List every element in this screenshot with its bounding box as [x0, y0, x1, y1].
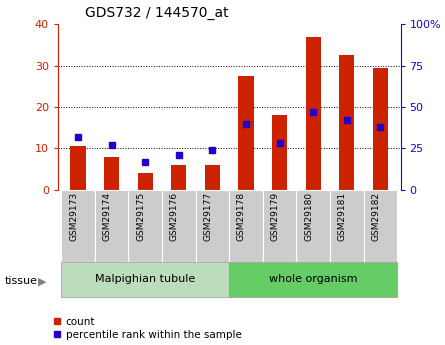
Bar	[171, 165, 186, 190]
Text: GSM29177: GSM29177	[203, 192, 212, 241]
Bar	[162, 190, 196, 262]
Text: ▶: ▶	[38, 276, 46, 286]
Legend: count, percentile rank within the sample: count, percentile rank within the sample	[54, 317, 242, 340]
Bar	[239, 76, 254, 190]
Bar	[296, 190, 330, 262]
Text: GSM29180: GSM29180	[304, 192, 313, 241]
Text: GSM29174: GSM29174	[103, 192, 112, 241]
Bar	[272, 115, 287, 190]
Text: GDS732 / 144570_at: GDS732 / 144570_at	[85, 6, 229, 20]
Bar	[104, 157, 119, 190]
Text: GSM29181: GSM29181	[338, 192, 347, 241]
Bar	[339, 55, 354, 190]
Bar	[306, 37, 321, 190]
Bar	[229, 262, 397, 297]
Bar	[95, 190, 129, 262]
Bar	[129, 190, 162, 262]
Bar	[70, 146, 85, 190]
Bar	[263, 190, 296, 262]
Text: GSM29179: GSM29179	[271, 192, 279, 241]
Bar	[196, 190, 229, 262]
Text: whole organism: whole organism	[269, 275, 357, 284]
Text: GSM29178: GSM29178	[237, 192, 246, 241]
Text: GSM29175: GSM29175	[136, 192, 145, 241]
Bar	[205, 165, 220, 190]
Bar	[373, 68, 388, 190]
Text: GSM29182: GSM29182	[371, 192, 380, 241]
Bar	[364, 190, 397, 262]
Bar	[138, 173, 153, 190]
Text: GSM29176: GSM29176	[170, 192, 179, 241]
Text: tissue: tissue	[4, 276, 37, 286]
Bar	[61, 190, 95, 262]
Bar	[229, 190, 263, 262]
Bar	[61, 262, 229, 297]
Bar	[330, 190, 364, 262]
Text: GSM29173: GSM29173	[69, 192, 78, 241]
Text: Malpighian tubule: Malpighian tubule	[95, 275, 195, 284]
